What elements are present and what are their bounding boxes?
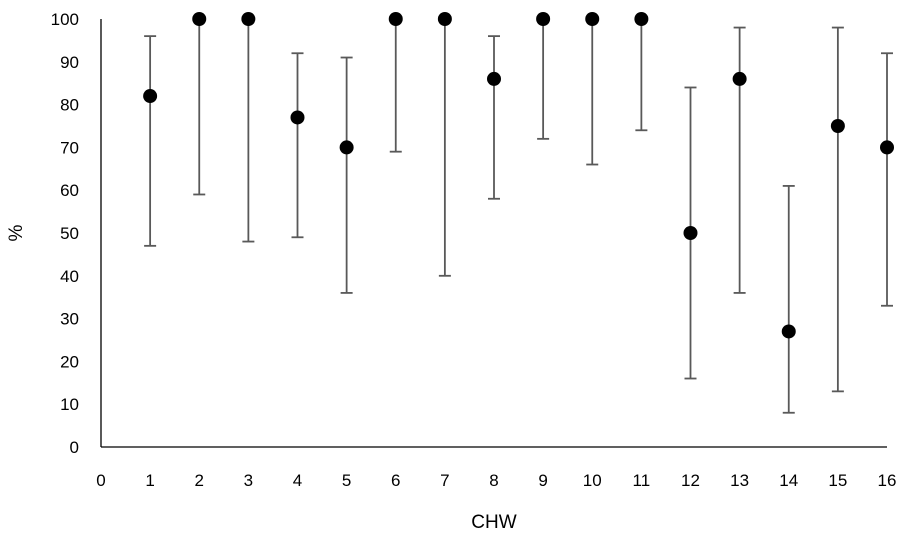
x-tick-label: 7 xyxy=(440,471,449,490)
x-tick-label: 2 xyxy=(195,471,204,490)
y-tick-label: 20 xyxy=(60,352,79,371)
error-bar xyxy=(193,18,206,196)
x-tick-label: 11 xyxy=(633,471,651,490)
x-tick-label: 8 xyxy=(489,471,498,490)
x-tick-label: 6 xyxy=(391,471,400,490)
data-point xyxy=(880,140,894,155)
axes xyxy=(100,19,887,448)
x-tick-labels: 0 1 2 3 4 5 6 7 8 9 10 11 12 13 14 15 16 xyxy=(96,471,896,490)
x-tick-label: 14 xyxy=(779,471,798,490)
data-point xyxy=(388,12,403,26)
data-point xyxy=(192,12,207,26)
x-axis-title: CHW xyxy=(471,512,516,533)
y-tick-label: 0 xyxy=(70,438,79,457)
markers xyxy=(143,12,894,339)
y-tick-label: 80 xyxy=(60,96,79,115)
y-tick-label: 50 xyxy=(60,224,79,243)
y-tick-label: 90 xyxy=(60,53,79,72)
x-tick-label: 16 xyxy=(878,471,897,490)
data-point xyxy=(781,324,796,339)
error-bar xyxy=(438,18,451,277)
y-axis-title: % xyxy=(6,224,27,241)
data-point xyxy=(143,89,158,104)
x-tick-label: 13 xyxy=(730,471,749,490)
y-tick-label: 70 xyxy=(60,138,79,157)
data-point xyxy=(241,12,256,26)
y-tick-label: 40 xyxy=(60,267,79,286)
data-point xyxy=(830,119,845,133)
error-bar xyxy=(488,35,500,200)
data-point xyxy=(487,71,501,86)
error-bar xyxy=(586,18,599,166)
data-point xyxy=(339,140,354,155)
data-point xyxy=(536,12,551,26)
y-tick-label: 100 xyxy=(51,10,79,29)
error-bar xyxy=(242,18,255,243)
y-tick-label: 30 xyxy=(60,310,79,329)
error-bar xyxy=(881,52,893,307)
x-tick-label: 1 xyxy=(145,471,154,490)
data-point xyxy=(290,110,305,125)
error-bar xyxy=(782,185,795,414)
data-point xyxy=(634,12,649,26)
x-tick-label: 4 xyxy=(293,471,302,490)
data-point xyxy=(585,12,600,26)
y-tick-label: 10 xyxy=(60,395,79,414)
error-bar xyxy=(733,26,746,294)
error-bar xyxy=(537,18,550,140)
x-tick-label: 9 xyxy=(538,471,547,490)
error-bar xyxy=(635,18,648,132)
x-tick-label: 10 xyxy=(583,471,602,490)
error-bars xyxy=(144,18,893,414)
error-bar xyxy=(389,18,402,153)
x-tick-label: 12 xyxy=(681,471,700,490)
data-point xyxy=(437,12,452,26)
x-tick-label: 0 xyxy=(96,471,105,490)
data-point xyxy=(683,226,698,240)
y-tick-label: 60 xyxy=(60,181,79,200)
error-bar xyxy=(144,35,157,247)
x-tick-label: 5 xyxy=(342,471,351,490)
error-bar xyxy=(831,26,844,393)
data-point xyxy=(732,71,747,86)
x-tick-label: 15 xyxy=(828,471,847,490)
y-tick-labels: 0 10 20 30 40 50 60 70 80 90 100 xyxy=(51,10,79,457)
error-bar xyxy=(340,56,353,294)
x-tick-label: 3 xyxy=(244,471,253,490)
error-bar xyxy=(291,52,304,239)
